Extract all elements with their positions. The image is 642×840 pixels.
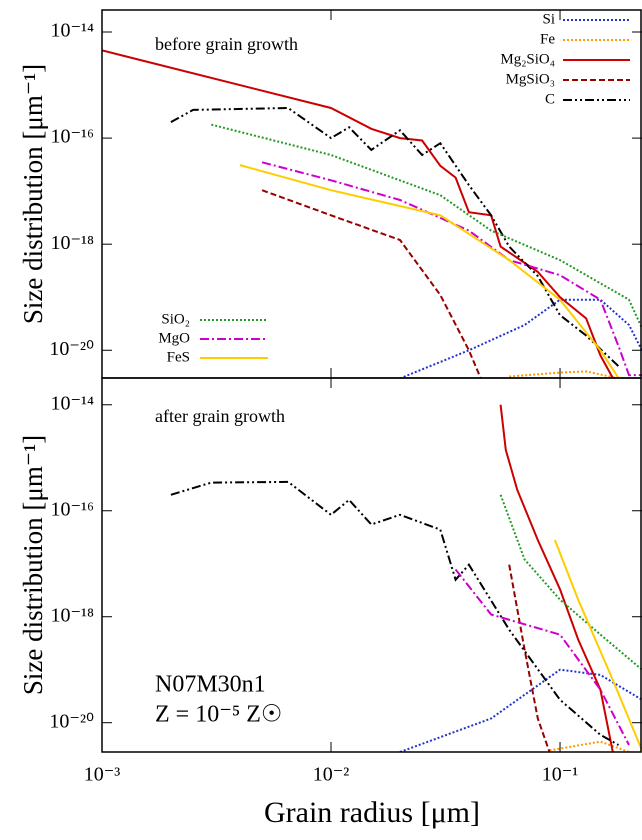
series-line [399, 298, 642, 378]
series-line [261, 189, 482, 378]
x-tick-label: 10⁻¹ [542, 764, 579, 786]
legend-label: MgO [158, 330, 190, 346]
legend-label: Fe [540, 31, 555, 47]
legend-label: FeS [167, 349, 190, 365]
series-line [553, 539, 642, 751]
legend-label: MgSiO₃ [506, 71, 555, 87]
series-line [239, 164, 620, 378]
x-axis-label: Grain radius [μm] [264, 796, 480, 829]
series-line [509, 370, 619, 378]
y-tick-label: 10⁻¹⁴ [50, 392, 94, 414]
y-axis-label: Size distribution [μm⁻¹] [18, 64, 48, 324]
y-tick-label: 10⁻¹⁶ [50, 498, 94, 520]
y-tick-label: 10⁻¹⁴ [50, 20, 94, 42]
y-tick-label: 10⁻²⁰ [49, 710, 94, 732]
annotation: N07M30n1 [155, 672, 266, 698]
legend-label: C [545, 91, 555, 107]
plot-area [102, 49, 642, 378]
y-tick-label: 10⁻¹⁶ [50, 126, 94, 148]
series-line [261, 161, 642, 377]
annotation: Z = 10⁻⁵ Z☉ [155, 702, 282, 728]
y-tick-label: 10⁻¹⁸ [50, 232, 94, 254]
series-line [102, 49, 614, 378]
series-line [508, 564, 551, 752]
x-tick-label: 10⁻² [313, 764, 350, 786]
annotation: after grain growth [155, 406, 285, 426]
legend-label: SiO₂ [161, 311, 190, 327]
x-tick-label: 10⁻³ [84, 764, 121, 786]
series-line [499, 404, 614, 752]
legend-label: Mg₂SiO₄ [500, 51, 555, 67]
series-line [211, 123, 642, 329]
plot-area [170, 404, 642, 752]
series-line [399, 668, 642, 752]
y-tick-label: 10⁻²⁰ [49, 338, 94, 360]
legend-label: Si [542, 11, 555, 27]
series-line [170, 106, 620, 367]
series-line [549, 740, 630, 752]
plot-frame [101, 377, 642, 753]
annotation: before grain growth [155, 34, 298, 54]
y-axis-label: Size distribution [μm⁻¹] [18, 435, 48, 695]
y-tick-label: 10⁻¹⁸ [50, 604, 94, 626]
series-line [170, 480, 619, 746]
series-line [454, 568, 630, 746]
